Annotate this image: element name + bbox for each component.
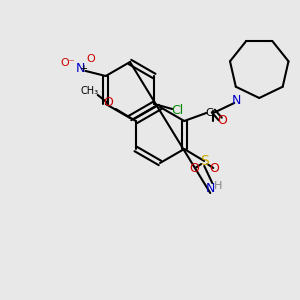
Text: O: O — [86, 54, 95, 64]
Text: O: O — [209, 163, 219, 176]
Text: +: + — [79, 64, 87, 74]
Text: Cl: Cl — [171, 104, 183, 118]
Text: H: H — [214, 181, 222, 191]
Text: O: O — [189, 163, 199, 176]
Text: O: O — [103, 97, 113, 110]
Text: C: C — [206, 108, 213, 118]
Text: CH₃: CH₃ — [81, 86, 99, 96]
Text: O: O — [217, 115, 227, 128]
Text: O⁻: O⁻ — [60, 58, 75, 68]
Text: N: N — [232, 94, 241, 107]
Text: N: N — [76, 62, 86, 76]
Text: N: N — [206, 182, 215, 194]
Text: S: S — [200, 154, 208, 168]
